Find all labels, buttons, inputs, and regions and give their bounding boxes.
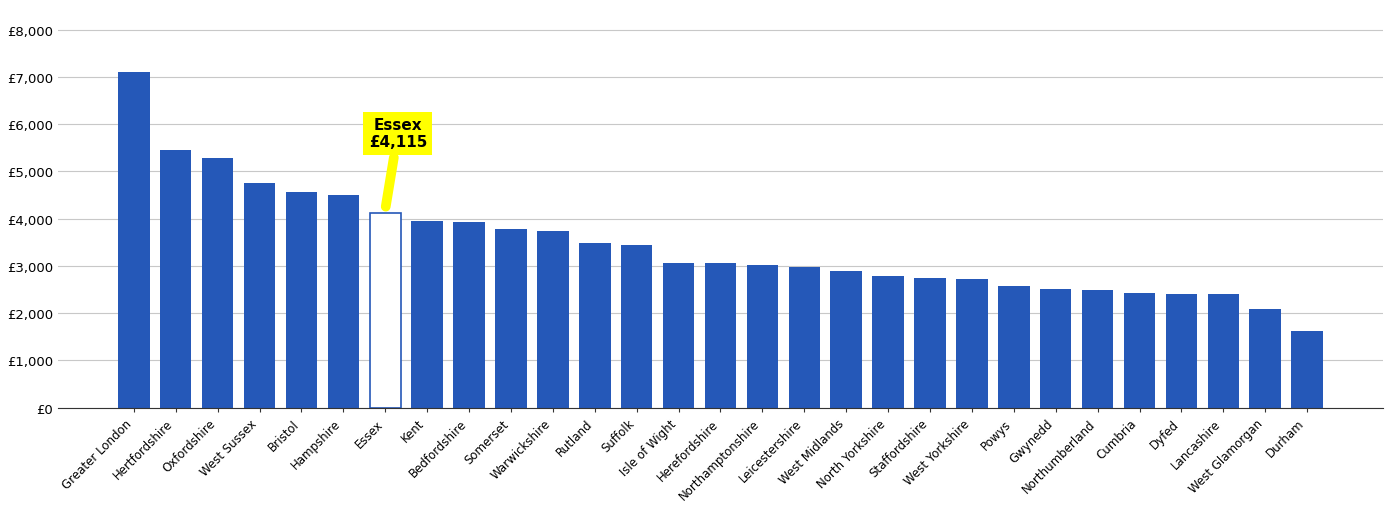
- Bar: [915, 278, 945, 408]
- Bar: [453, 222, 485, 408]
- Bar: [118, 73, 150, 408]
- Bar: [873, 276, 904, 408]
- Bar: [998, 287, 1030, 408]
- Bar: [1166, 294, 1197, 408]
- Bar: [1291, 331, 1323, 408]
- Bar: [1040, 290, 1072, 408]
- Bar: [1208, 295, 1238, 408]
- Bar: [621, 245, 652, 408]
- Bar: [411, 221, 443, 408]
- Bar: [788, 267, 820, 408]
- Bar: [1123, 293, 1155, 408]
- Bar: [328, 195, 359, 408]
- Bar: [746, 266, 778, 408]
- Bar: [370, 214, 400, 408]
- Bar: [160, 151, 192, 408]
- Bar: [705, 264, 737, 408]
- Bar: [495, 230, 527, 408]
- Bar: [830, 271, 862, 408]
- Bar: [663, 263, 694, 408]
- Bar: [537, 232, 569, 408]
- Text: Essex
£4,115: Essex £4,115: [368, 118, 427, 207]
- Bar: [1081, 291, 1113, 408]
- Bar: [243, 184, 275, 408]
- Bar: [202, 159, 234, 408]
- Bar: [956, 279, 988, 408]
- Bar: [580, 243, 610, 408]
- Bar: [1250, 310, 1282, 408]
- Bar: [286, 193, 317, 408]
